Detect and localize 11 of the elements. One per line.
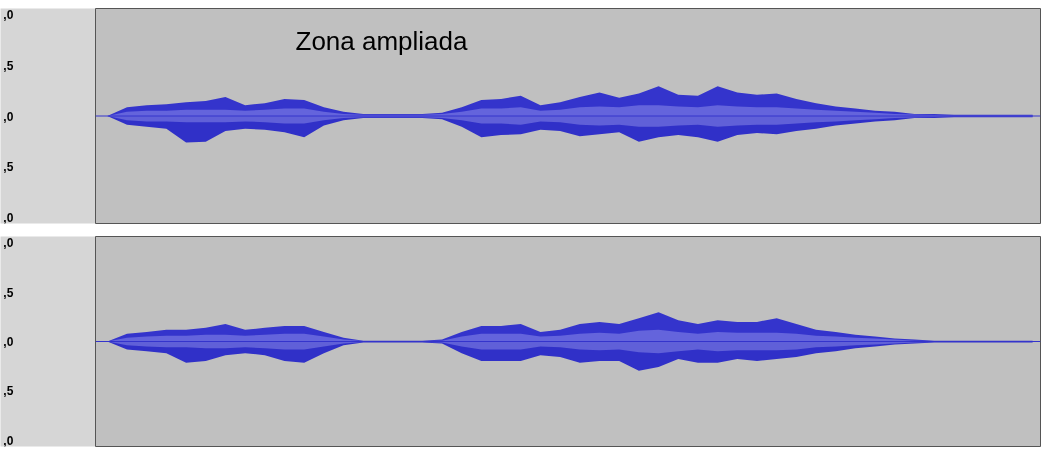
text: ,0 — [3, 109, 14, 124]
text: ,0 — [3, 236, 14, 251]
text: ,5 — [3, 58, 14, 73]
text: ,5 — [3, 285, 14, 300]
text: ,5 — [3, 384, 14, 399]
chart-title: Zona ampliada — [295, 25, 469, 56]
text: ,0 — [3, 433, 14, 448]
text: ,0 — [3, 335, 14, 349]
text: ,0 — [3, 210, 14, 225]
text: ,5 — [3, 160, 14, 175]
text: ,0 — [3, 8, 14, 23]
